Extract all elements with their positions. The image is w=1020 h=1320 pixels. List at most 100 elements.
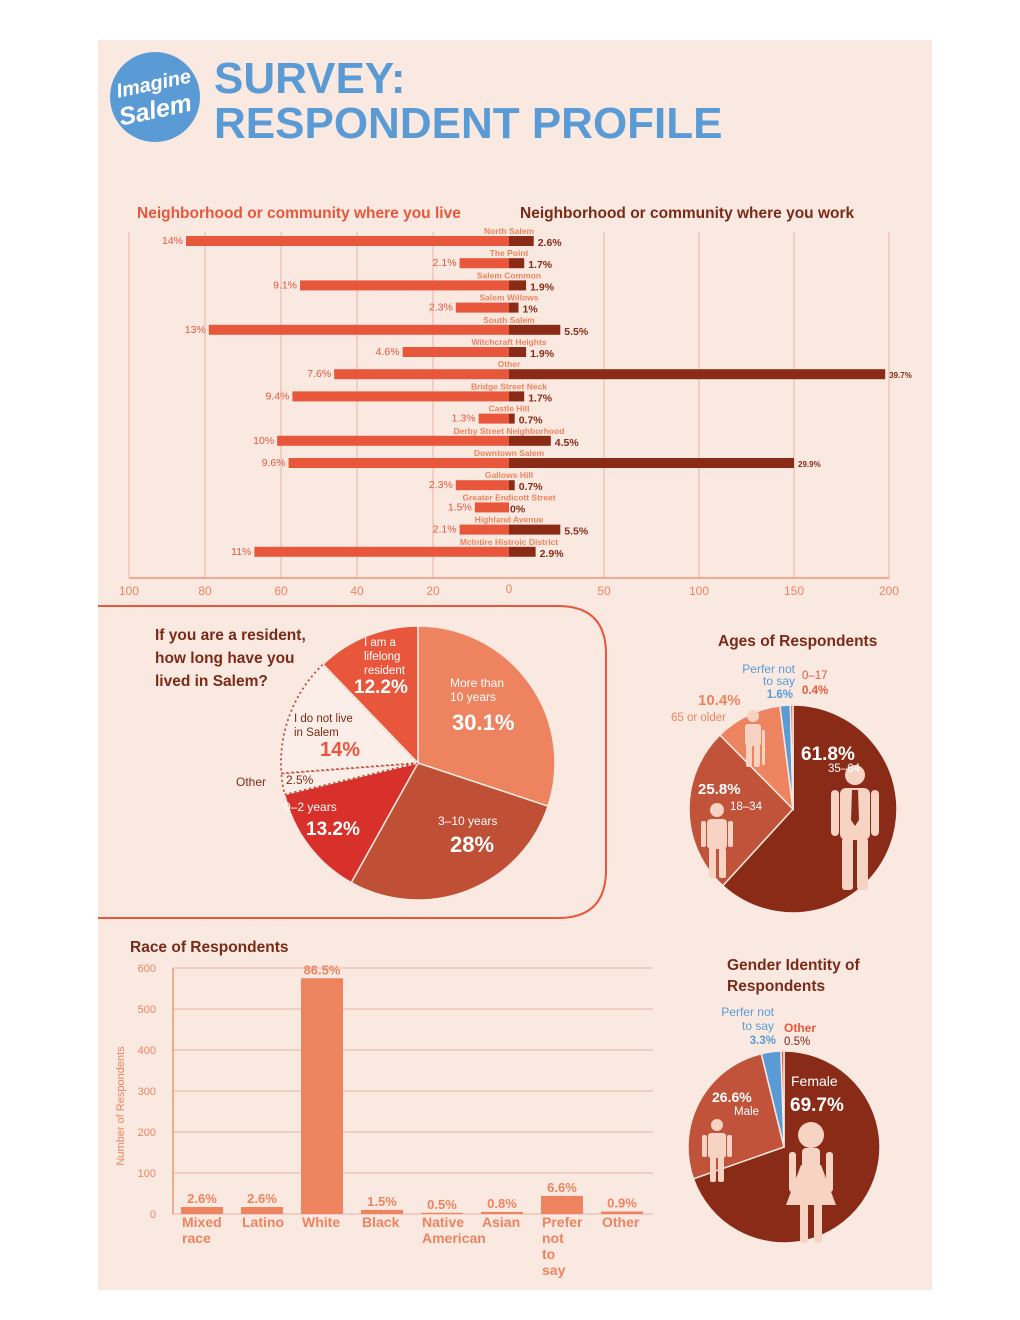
pie-slice-35-64 [721, 704, 898, 914]
value-live-derby-street-neighborhood: 10% [253, 435, 274, 447]
category-label-highland-avenue: Highland Avenue [475, 515, 544, 525]
gender-labels: Female 69.7% 26.6% Male Perfer not to sa… [712, 1005, 844, 1118]
senior-figure-icon [745, 710, 765, 767]
bar-live-salem-willows [455, 302, 509, 313]
category-label-derby-street-neighborhood: Derby Street Neighborhood [454, 426, 565, 436]
race-category-mixed-race-line1: Mixed [182, 1214, 222, 1230]
value-live-greater-endicott-street: 1.5% [448, 501, 472, 513]
title-line2: RESPONDENT PROFILE [214, 99, 723, 148]
race-tick-0: 0 [150, 1209, 156, 1221]
slice-label-more-than-10-line2: 10 years [450, 690, 496, 704]
value-live-salem-willows: 2.3% [429, 302, 453, 314]
bar-live-highland-avenue [459, 524, 509, 535]
race-title: Race of Respondents [130, 939, 288, 956]
value-work-greater-endicott-street: 0% [510, 503, 526, 515]
slice-label-lifelong-line2: lifelong [364, 651, 400, 663]
bar-work-other [509, 369, 886, 380]
value-work-the-point: 1.7% [528, 259, 553, 271]
category-label-salem-willows: Salem Willows [480, 293, 539, 303]
value-live-other: 7.6% [307, 368, 331, 380]
residency-labels: More than 10 years 30.1% 3–10 years 28% … [236, 637, 514, 857]
bar-live-greater-endicott-street [474, 502, 509, 513]
value-live-castle-hill: 1.3% [452, 413, 476, 425]
bar-work-castle-hill [509, 413, 515, 424]
value-live-the-point: 2.1% [433, 257, 457, 269]
gender-title-line1: Gender Identity of [727, 957, 860, 974]
category-label-gallows-hill: Gallows Hill [485, 470, 533, 480]
ages-labels: 61.8% 35–64 25.8% 18–34 10.4% 65 or olde… [671, 662, 861, 813]
gender-title-line2: Respondents [727, 978, 825, 995]
gender-label-other: Other [784, 1021, 816, 1035]
tick-center-0: 0 [506, 582, 513, 596]
slice-label-0-2: 0–2 years [284, 800, 337, 814]
value-live-witchcraft-heights: 4.6% [376, 346, 400, 358]
race-bar-mixed-race [181, 1207, 223, 1214]
category-label-the-point: The Point [490, 248, 529, 258]
bar-work-the-point [509, 258, 525, 269]
ages-title: Ages of Respondents [718, 633, 877, 650]
age-pct-35-64: 61.8% [801, 744, 855, 765]
race-tick-400: 400 [138, 1045, 156, 1057]
value-live-north-salem: 14% [162, 235, 183, 247]
age-label-0-17: 0–17 [802, 670, 828, 682]
race-value-black: 1.5% [367, 1194, 397, 1209]
race-grid: 0 100 200 300 400 500 600 [138, 963, 653, 1221]
race-bar-prefer-not-to-say [541, 1195, 583, 1214]
race-category-prefer-not-to-say-line2: not [542, 1230, 564, 1246]
slice-pct-0-2: 13.2% [306, 819, 360, 840]
race-tick-600: 600 [138, 963, 156, 975]
legend-live: Neighborhood or community where you live [137, 205, 461, 222]
slice-label-lifelong-line1: I am a [364, 637, 397, 649]
slice-label-not-live-line1: I do not live [294, 713, 353, 725]
value-work-highland-avenue: 5.5% [564, 526, 589, 538]
bar-live-salem-common [300, 280, 509, 291]
bar-work-north-salem [509, 236, 534, 246]
category-label-mcintire-histroic-district: McIntire Histroic District [460, 537, 558, 547]
race-category-other-line1: Other [602, 1214, 640, 1230]
category-label-north-salem: North Salem [484, 226, 535, 236]
race-value-other: 0.9% [607, 1196, 637, 1211]
residency-frame [98, 605, 607, 919]
ages-figures [701, 710, 879, 890]
race-category-asian-line1: Asian [482, 1214, 520, 1230]
gender-label-male: Male [734, 1106, 759, 1118]
poster-background: Imagine Salem SURVEY: RESPONDENT PROFILE… [98, 40, 932, 1290]
race-category-white-line1: White [302, 1214, 340, 1230]
category-label-south-salem: South Salem [483, 315, 535, 325]
residency-title-line1: If you are a resident, [155, 627, 306, 644]
category-label-salem-common: Salem Common [477, 270, 541, 280]
residency-title-line2: how long have you [155, 650, 295, 667]
value-work-downtown-salem: 29.9% [798, 460, 821, 469]
age-label-prefer-line2: to say [763, 674, 795, 688]
residency-pie [280, 625, 556, 901]
neighborhood-grid [128, 232, 890, 579]
bar-live-south-salem [208, 324, 510, 335]
slice-label-other: Other [236, 775, 266, 789]
bar-work-derby-street-neighborhood [509, 435, 551, 446]
category-label-downtown-salem: Downtown Salem [474, 448, 545, 458]
race-category-prefer-not-to-say-line1: Prefer [542, 1214, 583, 1230]
value-work-north-salem: 2.6% [538, 237, 563, 249]
bar-live-downtown-salem [288, 458, 509, 468]
ages-section: Ages of Respondents [671, 633, 898, 914]
bar-work-highland-avenue [509, 524, 561, 535]
category-label-castle-hill: Castle Hill [488, 404, 529, 414]
value-work-mcintire-histroic-district: 2.9% [540, 548, 565, 560]
tick-left-20: 20 [426, 584, 440, 598]
race-value-prefer-not-to-say: 6.6% [547, 1180, 577, 1195]
gender-pct-prefer: 3.3% [750, 1035, 776, 1047]
pie-slice-3-10-years [350, 762, 549, 901]
slice-pct-lifelong: 12.2% [354, 677, 408, 698]
race-category-prefer-not-to-say-line3: to [542, 1246, 555, 1262]
age-label-18-34: 18–34 [730, 801, 763, 813]
race-bar-latino [241, 1207, 283, 1214]
pie-slice-more-than-10-years [417, 625, 556, 808]
category-label-other: Other [498, 359, 521, 369]
bar-live-north-salem [186, 236, 509, 246]
age-label-65-plus: 65 or older [671, 712, 726, 724]
race-category-latino-line1: Latino [242, 1214, 284, 1230]
value-work-south-salem: 5.5% [564, 326, 589, 338]
category-label-greater-endicott-street: Greater Endicott Street [462, 492, 555, 502]
race-bar-black [361, 1209, 403, 1214]
residency-section: If you are a resident, how long have you… [98, 605, 607, 919]
